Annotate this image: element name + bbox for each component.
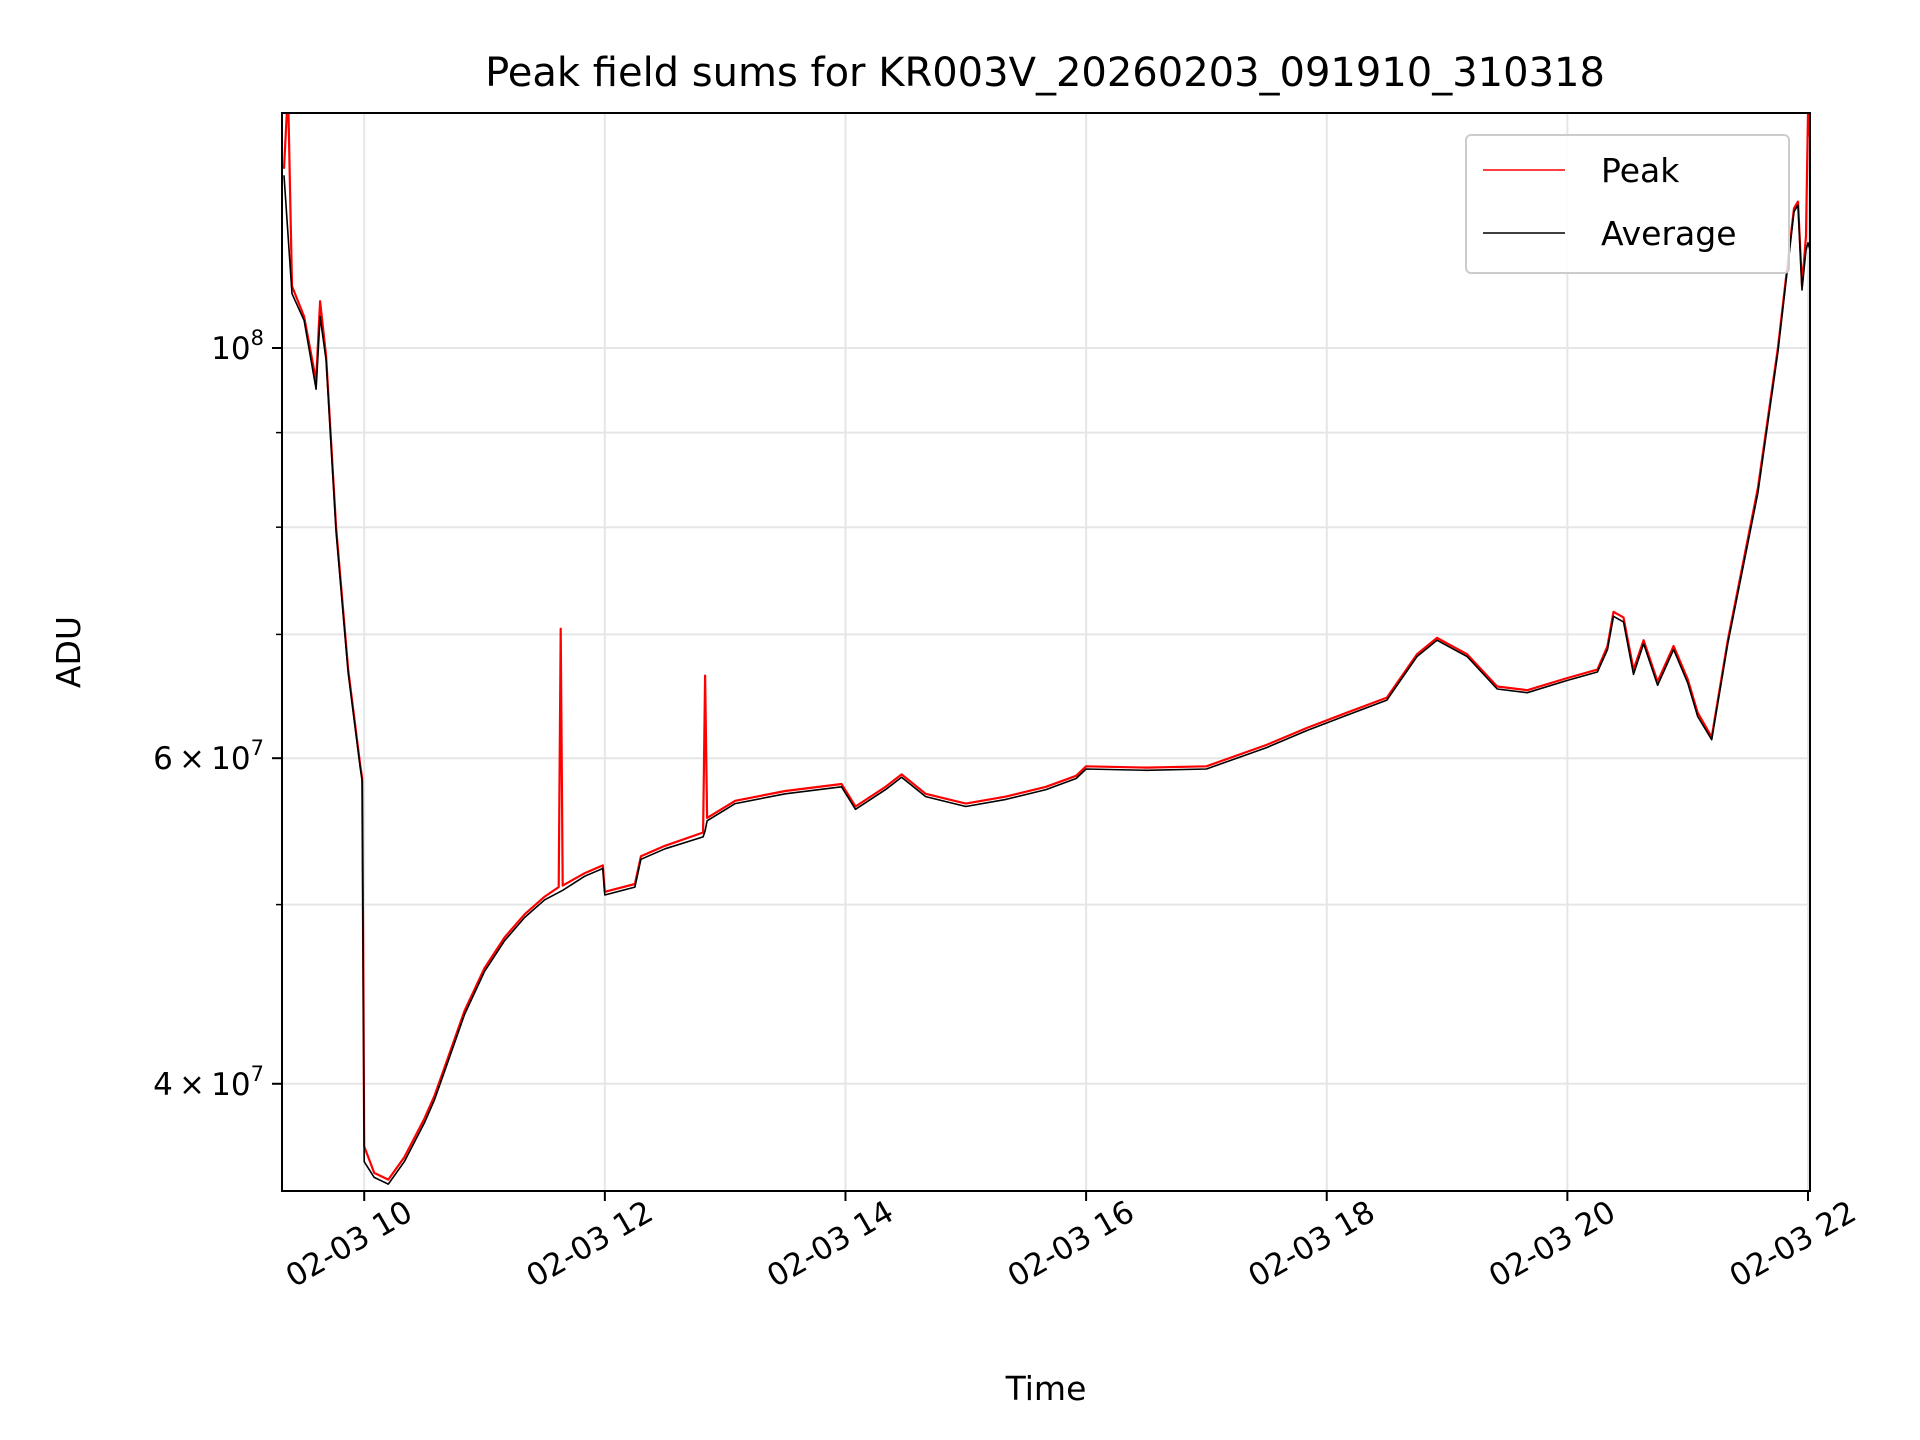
y-tick-label: 108: [211, 326, 264, 367]
chart-title: Peak field sums for KR003V_20260203_0919…: [485, 50, 1605, 96]
series-line-average: [283, 175, 1810, 1185]
legend: Peak Average: [1465, 134, 1790, 274]
series-line-peak: [282, 113, 1810, 1181]
legend-label-peak: Peak: [1601, 151, 1680, 190]
y-tick-label: 6 × 107: [153, 736, 264, 777]
series-lines: [282, 113, 1810, 1185]
legend-label-average: Average: [1601, 214, 1737, 253]
x-axis-label: Time: [1005, 1369, 1087, 1408]
y-tick-label: 4 × 107: [153, 1062, 264, 1103]
grid-lines: [282, 113, 1810, 1191]
plot-frame: [281, 112, 1811, 1192]
y-axis-label: ADU: [49, 616, 88, 688]
